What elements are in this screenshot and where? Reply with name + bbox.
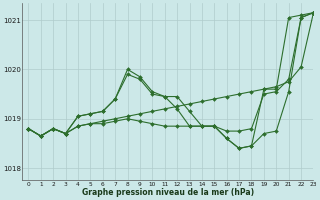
X-axis label: Graphe pression niveau de la mer (hPa): Graphe pression niveau de la mer (hPa): [82, 188, 254, 197]
